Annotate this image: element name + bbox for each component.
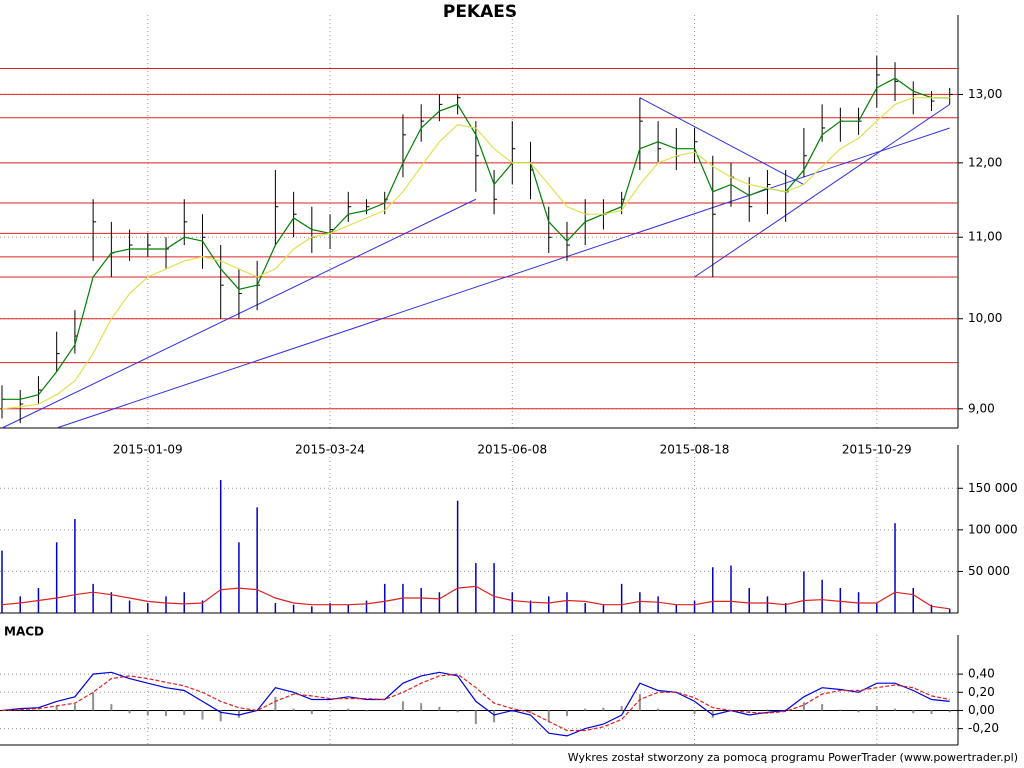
histogram-bar xyxy=(839,709,842,711)
series-line xyxy=(2,77,950,400)
histogram-bar xyxy=(165,710,168,716)
histogram-bar xyxy=(912,710,915,714)
histogram-bar xyxy=(347,708,350,711)
histogram-bar xyxy=(930,710,933,715)
series-line xyxy=(1,585,950,610)
histogram-bar xyxy=(438,706,441,711)
y-tick-label: 50 000 xyxy=(968,564,1010,578)
histogram-bar xyxy=(948,710,951,713)
histogram-bar xyxy=(802,702,805,711)
histogram-bar xyxy=(602,707,605,711)
y-tick-label: 11,00 xyxy=(968,230,1002,244)
histogram-bar xyxy=(292,708,295,711)
histogram-bar xyxy=(274,696,277,711)
histogram-bar xyxy=(584,708,587,711)
series-line xyxy=(1,671,950,737)
histogram-bar xyxy=(529,710,532,714)
y-tick-label: 10,00 xyxy=(968,311,1002,325)
histogram-bar xyxy=(365,710,368,712)
trend-line xyxy=(694,103,950,278)
histogram-bar xyxy=(711,710,714,718)
trend-line xyxy=(639,97,805,185)
y-tick-label: 0,00 xyxy=(968,703,995,717)
series-line xyxy=(1,97,950,410)
histogram-bar xyxy=(201,710,204,720)
histogram-bar xyxy=(183,710,186,715)
histogram-bar xyxy=(92,692,95,711)
histogram-bar xyxy=(146,710,149,715)
series-line xyxy=(1,673,950,732)
y-tick-label: 13,00 xyxy=(968,87,1002,101)
histogram-bar xyxy=(110,704,113,711)
histogram-bar xyxy=(693,710,696,715)
histogram-bar xyxy=(237,710,240,718)
histogram-bar xyxy=(128,710,131,714)
y-tick-label: 0,20 xyxy=(968,685,995,699)
footer: Wykres został stworzony za pomocą progra… xyxy=(568,751,1018,764)
y-tick-label: 9,00 xyxy=(968,401,995,415)
histogram-bar xyxy=(565,710,568,716)
histogram-bar xyxy=(420,703,423,711)
histogram-bar xyxy=(493,710,496,723)
histogram-bar xyxy=(474,710,477,725)
histogram-bar xyxy=(821,704,824,711)
histogram-bar xyxy=(638,694,641,711)
histogram-bar xyxy=(219,710,222,722)
histogram-bar xyxy=(73,704,76,711)
histogram-bar xyxy=(857,710,860,713)
panel-title: MACD xyxy=(4,625,44,639)
y-tick-label: 150 000 xyxy=(968,481,1018,495)
y-tick-label: 100 000 xyxy=(968,522,1018,536)
histogram-bar xyxy=(657,708,660,711)
histogram-bar xyxy=(310,710,313,715)
y-tick-label: 12,00 xyxy=(968,155,1002,169)
y-tick-label: -0,20 xyxy=(968,721,999,735)
histogram-bar xyxy=(766,709,769,711)
histogram-bar xyxy=(329,710,332,712)
histogram-bar xyxy=(547,710,550,723)
histogram-bar xyxy=(456,710,459,713)
histogram-bar xyxy=(875,705,878,711)
trend-line xyxy=(56,127,950,429)
histogram-bar xyxy=(37,709,40,711)
histogram-bar xyxy=(511,710,514,713)
y-tick-label: 0,40 xyxy=(968,667,995,681)
chart-title: PEKAES xyxy=(443,2,517,22)
histogram-bar xyxy=(55,705,58,711)
histogram-bar xyxy=(894,708,897,711)
histogram-bar xyxy=(401,701,404,711)
histogram-bar xyxy=(620,705,623,711)
